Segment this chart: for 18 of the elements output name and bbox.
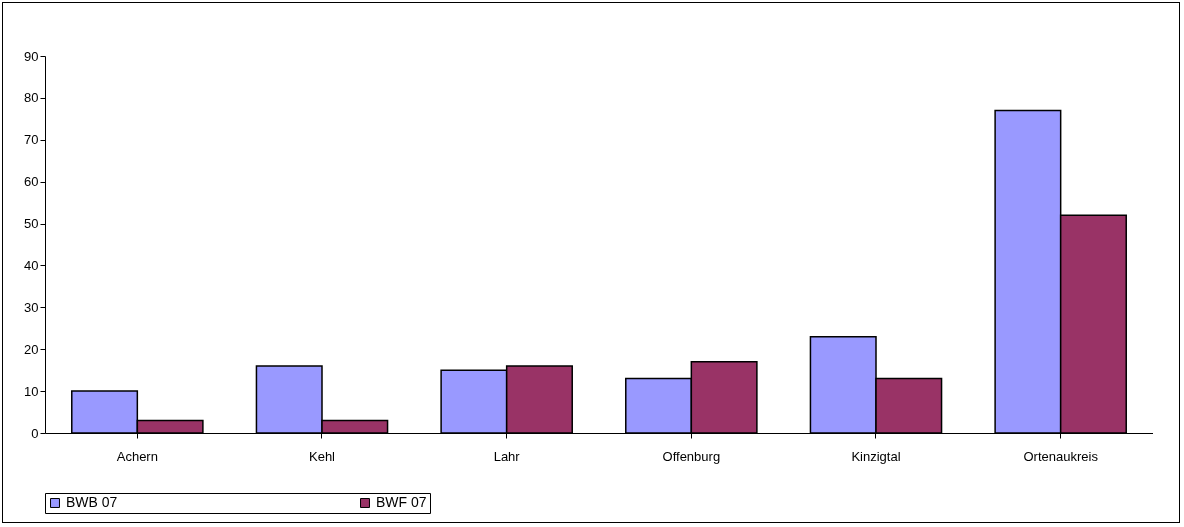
legend-label: BWB 07 xyxy=(66,494,118,510)
y-tick-label: 90 xyxy=(24,48,39,64)
x-tick-label: Achern xyxy=(116,448,158,464)
y-tick-label: 10 xyxy=(24,383,39,399)
y-tick-label: 60 xyxy=(24,174,39,190)
y-tick-label: 30 xyxy=(24,299,39,315)
x-tick-label: Kinzigtal xyxy=(851,448,901,464)
y-tick-label: 40 xyxy=(24,257,39,273)
x-tick-label: Offenburg xyxy=(662,448,721,464)
x-tick-label: Lahr xyxy=(493,448,521,464)
y-tick-label: 80 xyxy=(24,90,39,106)
x-tick-label: Ortenaukreis xyxy=(1023,448,1099,464)
legend-label: BWF 07 xyxy=(376,494,427,510)
y-tick-label: 70 xyxy=(24,132,39,148)
x-tick-label: Kehl xyxy=(308,448,336,464)
y-tick-label: 0 xyxy=(31,425,39,441)
y-tick-label: 50 xyxy=(24,216,39,232)
y-tick-label: 20 xyxy=(24,341,39,357)
